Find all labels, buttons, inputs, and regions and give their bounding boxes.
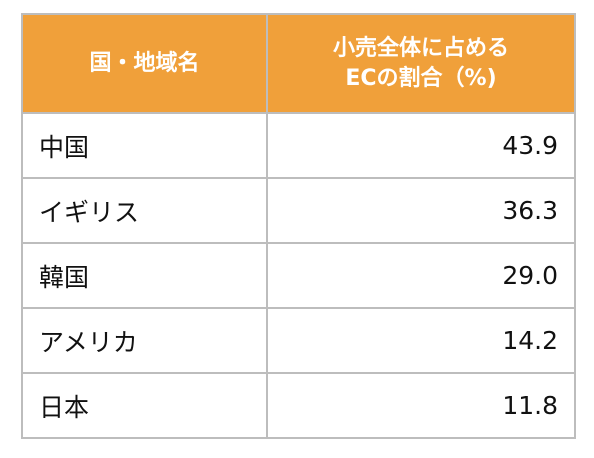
table-row: イギリス 36.3 <box>21 177 576 244</box>
ec-share-cell: 14.2 <box>266 307 576 374</box>
header-ec-share-line1: 小売全体に占める <box>332 35 509 61</box>
ec-share-cell: 36.3 <box>266 177 576 244</box>
header-country: 国・地域名 <box>21 13 268 114</box>
country-cell: 日本 <box>21 372 268 439</box>
header-ec-share-line2: ECの割合（%) <box>345 65 497 91</box>
ec-share-cell: 11.8 <box>266 372 576 439</box>
table-row: 韓国 29.0 <box>21 242 576 309</box>
country-cell: 韓国 <box>21 242 268 309</box>
ec-share-cell: 43.9 <box>266 112 576 179</box>
header-ec-share: 小売全体に占める ECの割合（%) <box>266 13 576 114</box>
table-header-row: 国・地域名 小売全体に占める ECの割合（%) <box>21 13 576 114</box>
country-cell: 中国 <box>21 112 268 179</box>
ec-share-cell: 29.0 <box>266 242 576 309</box>
table-row: 日本 11.8 <box>21 372 576 439</box>
header-country-label: 国・地域名 <box>89 50 200 76</box>
data-table-container: 国・地域名 小売全体に占める ECの割合（%) 中国 43.9 イギリス 36.… <box>21 13 576 439</box>
table-row: 中国 43.9 <box>21 112 576 179</box>
country-cell: イギリス <box>21 177 268 244</box>
ec-share-table: 国・地域名 小売全体に占める ECの割合（%) 中国 43.9 イギリス 36.… <box>21 13 576 439</box>
table-row: アメリカ 14.2 <box>21 307 576 374</box>
country-cell: アメリカ <box>21 307 268 374</box>
